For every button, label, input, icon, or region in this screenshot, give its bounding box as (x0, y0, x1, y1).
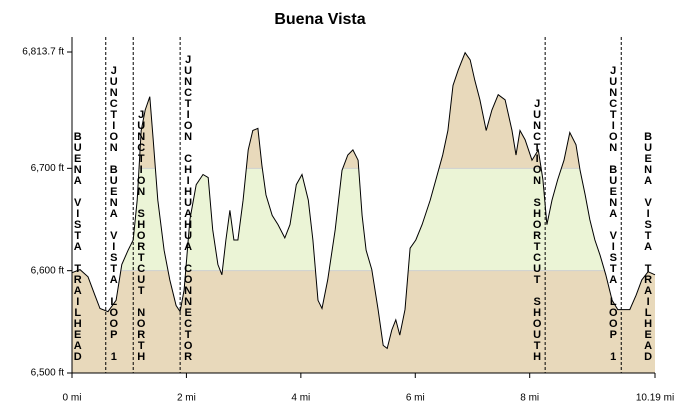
marker-label: BUENA VISTA TRAILHEAD (72, 131, 84, 362)
x-tick-label: 8 mi (520, 393, 539, 404)
y-tick-label: 6,600 ft (31, 265, 65, 276)
band (72, 168, 655, 271)
x-tick-label: 10.19 mi (636, 393, 674, 404)
elevation-bands (72, 52, 655, 373)
y-tick-label: 6,700 ft (31, 163, 65, 174)
marker-label: BUENA VISTA TRAILHEAD (642, 131, 654, 362)
chart-title: Buena Vista (274, 11, 365, 28)
y-tick-label: 6,500 ft (31, 368, 65, 379)
marker-label: JUNCTION CHIHUAHUA CONNECTOR (182, 54, 194, 362)
x-tick-label: 2 mi (177, 393, 196, 404)
marker-label: JUNCTION SHORTCUT NORTH (135, 109, 147, 362)
marker-label: JUNCTION SHORTCUT SHOUTH (531, 98, 543, 362)
marker-label: JUNCTION BUENA VISTA LOOP 1 (108, 65, 120, 362)
x-tick-label: 6 mi (406, 393, 425, 404)
y-tick-label: 6,813.7 ft (22, 47, 64, 58)
x-tick-label: 4 mi (291, 393, 310, 404)
x-tick-label: 0 mi (63, 393, 82, 404)
band (72, 270, 655, 373)
marker-label: JUNCTION BUENA VISTA LOOP 1 (607, 65, 619, 362)
elevation-line (71, 51, 656, 350)
